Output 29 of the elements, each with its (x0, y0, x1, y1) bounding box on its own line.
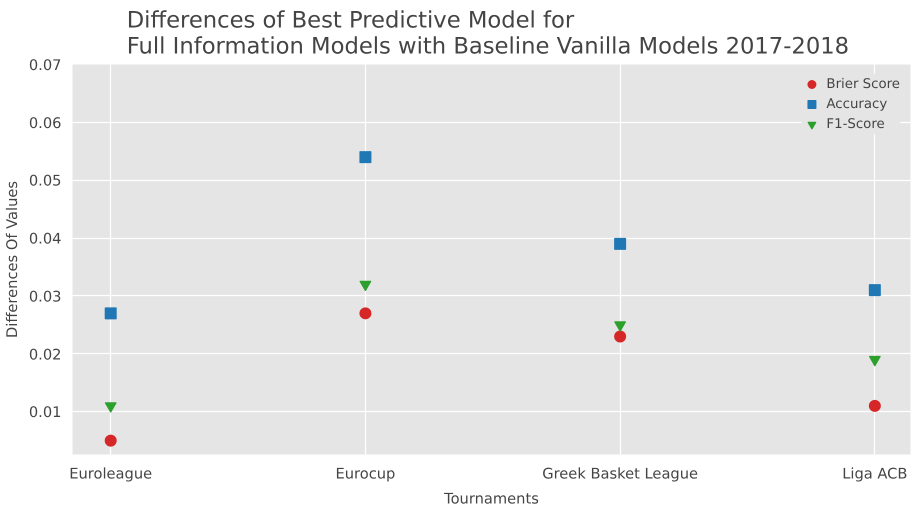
x-tick-label: Eurocup (335, 466, 396, 482)
y-tick-label: 0.04 (28, 230, 62, 248)
y-axis-title: Differences Of Values (4, 180, 21, 338)
legend-label: Brier Score (826, 76, 900, 92)
point (359, 280, 372, 292)
point (614, 238, 626, 250)
x-tick-label: Euroleague (69, 466, 152, 482)
point (614, 321, 626, 332)
chart-title: Differences of Best Predictive Model for Full Information Models with Baseline Vanilla Models 2017-2018 (126, 8, 850, 60)
y-tick-label: 0.06 (28, 114, 62, 132)
y-tick-label: 0.02 (28, 346, 62, 364)
x-tick-label: Liga ACB (842, 466, 908, 482)
point (359, 307, 372, 320)
y-tick-label: 0.03 (28, 288, 62, 306)
legend-label: Accuracy (826, 96, 888, 112)
x-axis-title: Tournaments (443, 490, 539, 508)
x-tick-label: Greek Basket League (542, 466, 698, 482)
legend-label: F1-Score (826, 116, 885, 132)
point (614, 330, 626, 342)
point (104, 307, 117, 320)
point (868, 284, 881, 296)
y-tick-label: 0.01 (28, 404, 62, 422)
point (868, 400, 881, 412)
point (104, 434, 117, 447)
y-tick-label: 0.05 (28, 172, 62, 190)
point (104, 402, 117, 413)
point (868, 356, 881, 366)
point (359, 151, 372, 164)
y-tick-label: 0.07 (28, 57, 62, 74)
